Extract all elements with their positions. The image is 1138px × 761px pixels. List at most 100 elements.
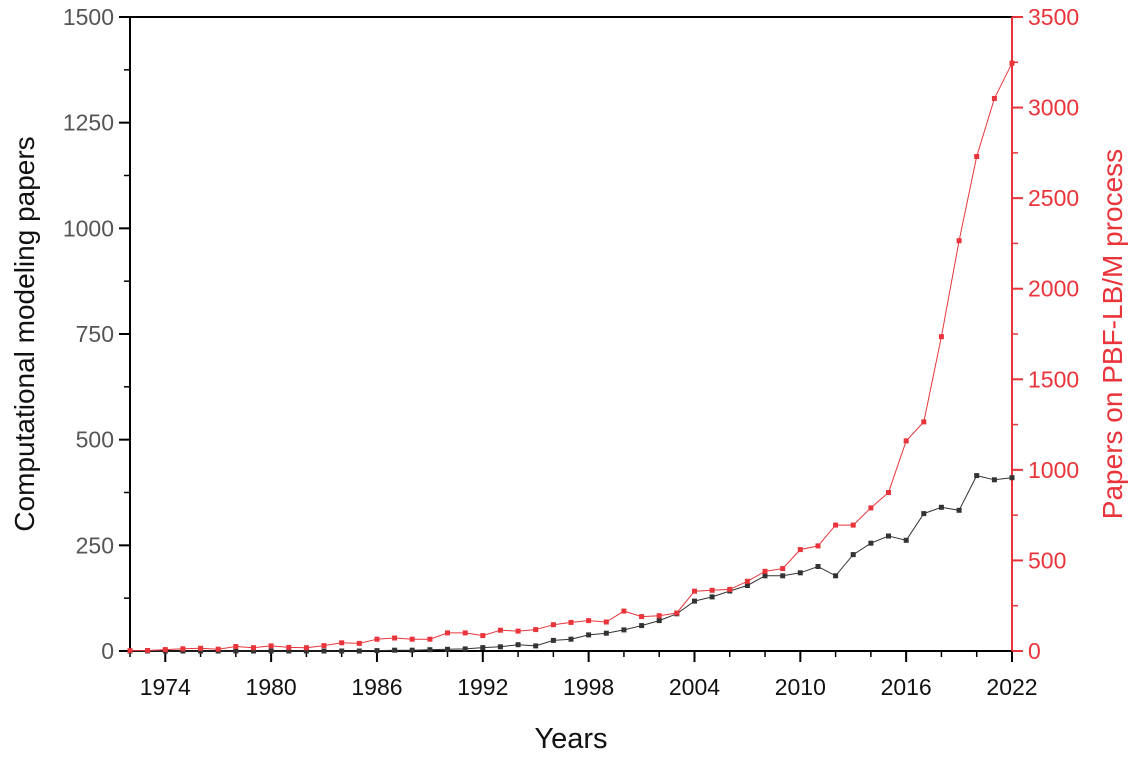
- pbf-papers-point: [480, 633, 486, 639]
- axes-group: 1974 1980 1986 1992 1998 2004 2010 2016 2022 0 250…: [63, 4, 1079, 700]
- pbf-papers-point: [374, 636, 380, 642]
- modeling-papers-point: [1009, 475, 1015, 481]
- pbf-papers-point: [568, 619, 574, 625]
- pbf-papers-point: [409, 636, 415, 642]
- labels-group: Years Computational modeling papers Pape…: [9, 136, 1128, 755]
- modeling-papers-point: [568, 636, 574, 642]
- pbf-papers-point: [145, 648, 151, 653]
- pbf-papers-point: [127, 648, 133, 654]
- pbf-papers-point: [674, 610, 680, 616]
- y-tick-label: 500: [76, 427, 114, 453]
- pbf-papers-point: [621, 608, 627, 614]
- pbf-papers-line: [129, 62, 1013, 652]
- pbf-papers-point: [233, 644, 239, 649]
- x-tick-label: 1986: [351, 674, 402, 700]
- modeling-papers-point: [533, 643, 539, 649]
- pbf-papers-point: [586, 618, 592, 624]
- modeling-papers-point: [286, 648, 292, 654]
- pbf-papers-point: [321, 643, 327, 649]
- series-group: [127, 60, 1015, 654]
- pbf-papers-point: [833, 522, 839, 528]
- y-tick-label: 750: [76, 321, 114, 347]
- modeling-papers-point: [639, 623, 645, 629]
- modeling-papers-point: [921, 511, 927, 517]
- y-tick-label: 1500: [63, 4, 114, 30]
- pbf-papers-point: [162, 647, 168, 653]
- y2-tick-label: 1000: [1028, 457, 1079, 483]
- pbf-papers-point: [180, 646, 186, 652]
- pbf-papers-point: [356, 640, 362, 646]
- modeling-papers-point: [480, 645, 486, 651]
- x-tick-label: 2016: [881, 674, 932, 700]
- modeling-papers-point: [868, 540, 874, 546]
- pbf-papers-point: [533, 627, 539, 633]
- pbf-papers-point: [215, 646, 221, 652]
- modeling-papers-point: [692, 598, 697, 604]
- pbf-papers-point: [709, 587, 715, 593]
- y-axis-label: Computational modeling papers: [9, 136, 40, 531]
- modeling-papers-point: [374, 648, 380, 654]
- x-tick-label: 1980: [246, 674, 297, 700]
- pbf-papers-point: [497, 627, 503, 633]
- modeling-papers-point: [356, 648, 362, 654]
- modeling-papers-point: [797, 570, 803, 576]
- modeling-papers-point: [744, 583, 750, 588]
- x-tick-label: 2010: [775, 674, 826, 700]
- pbf-papers-point: [938, 334, 944, 340]
- modeling-papers-point: [445, 646, 450, 652]
- pbf-papers-point: [515, 628, 521, 634]
- x-tick-label: 1992: [457, 674, 508, 700]
- modeling-papers-point: [198, 648, 204, 654]
- pbf-papers-point: [550, 622, 556, 628]
- x-tick-label: 2022: [986, 674, 1037, 700]
- modeling-papers-point: [233, 648, 239, 654]
- modeling-papers-point: [427, 647, 433, 653]
- modeling-papers-point: [886, 533, 891, 539]
- y2-axis-label: Papers on PBF-LB/M process: [1097, 149, 1128, 519]
- pbf-papers-point: [198, 645, 204, 651]
- y-tick-label: 1250: [63, 110, 114, 136]
- modeling-papers-point: [833, 573, 839, 579]
- pbf-papers-point: [903, 438, 909, 444]
- modeling-papers-point: [974, 473, 980, 479]
- pbf-papers-point: [603, 619, 609, 625]
- modeling-papers-point: [762, 573, 768, 579]
- pbf-papers-point: [392, 635, 398, 641]
- modeling-papers-point: [409, 647, 415, 653]
- pbf-papers-point: [427, 636, 433, 642]
- pbf-papers-point: [797, 547, 803, 553]
- modeling-papers-point: [303, 648, 309, 654]
- y2-tick-label: 1500: [1028, 366, 1079, 392]
- pbf-papers-point: [656, 613, 662, 619]
- modeling-papers-point: [815, 564, 821, 569]
- modeling-papers-point: [515, 642, 521, 648]
- pbf-papers-point: [815, 543, 821, 549]
- modeling-papers-point: [991, 477, 997, 483]
- modeling-papers-point: [462, 646, 468, 652]
- modeling-papers-point: [780, 573, 786, 579]
- modeling-papers-point: [603, 630, 609, 636]
- pbf-papers-point: [286, 644, 292, 650]
- modeling-papers-point: [321, 648, 327, 654]
- pbf-papers-point: [445, 630, 450, 636]
- pbf-papers-point: [974, 154, 980, 159]
- y2-tick-label: 2000: [1028, 276, 1079, 302]
- modeling-papers-point: [339, 648, 345, 654]
- x-tick-label: 2004: [669, 674, 720, 700]
- y2-tick-label: 0: [1028, 638, 1041, 664]
- modeling-papers-point: [497, 644, 503, 650]
- modeling-papers-point: [709, 594, 715, 600]
- pbf-papers-point: [762, 568, 768, 574]
- pbf-papers-point: [991, 96, 997, 101]
- pbf-papers-point: [692, 588, 697, 594]
- pbf-papers-point: [780, 566, 786, 572]
- pbf-papers-point: [1009, 60, 1015, 66]
- pbf-papers-point: [639, 614, 645, 620]
- y2-tick-label: 3000: [1028, 95, 1079, 121]
- x-axis-label: Years: [534, 723, 607, 755]
- modeling-papers-point: [586, 632, 592, 638]
- x-tick-label: 1974: [140, 674, 191, 700]
- y2-tick-label: 2500: [1028, 185, 1079, 211]
